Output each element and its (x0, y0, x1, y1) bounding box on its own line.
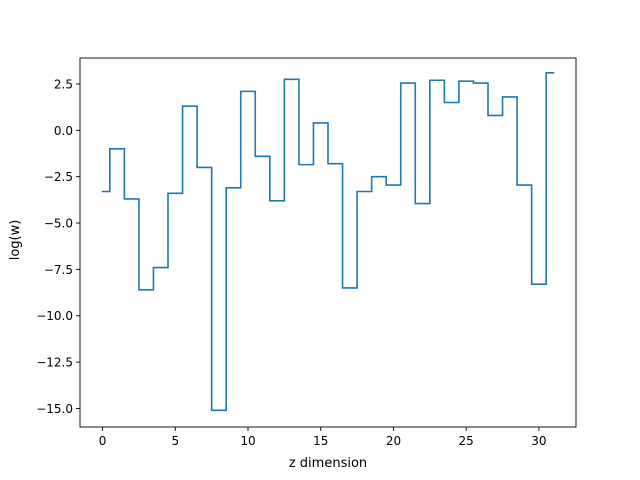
y-tick-label: −5.0 (44, 217, 73, 231)
plot-area (79, 57, 577, 428)
x-tick-label: 0 (99, 434, 107, 448)
y-tick-label: −12.5 (36, 356, 73, 370)
series-line (101, 72, 555, 412)
y-axis-label: log(w) (8, 220, 23, 261)
x-tick-label: 25 (459, 434, 474, 448)
x-tick-label: 5 (171, 434, 179, 448)
y-tick-label: 0.0 (54, 124, 73, 138)
y-tick-label: −2.5 (44, 170, 73, 184)
x-tick-label: 15 (313, 434, 328, 448)
x-tick-label: 10 (240, 434, 255, 448)
y-axis-ticks: −15.0 −12.5 −10.0 −7.5 −5.0 −2.5 0.0 2.5 (36, 77, 80, 416)
x-tick-label: 30 (531, 434, 546, 448)
x-axis-ticks: 0 5 10 15 20 25 30 (99, 427, 547, 448)
y-tick-label: −7.5 (44, 263, 73, 277)
axes-frame (79, 57, 577, 428)
x-axis-label: z dimension (289, 456, 367, 471)
x-tick-label: 20 (386, 434, 401, 448)
y-tick-label: −10.0 (36, 309, 73, 323)
y-tick-label: −15.0 (36, 402, 73, 416)
y-tick-label: 2.5 (54, 77, 73, 91)
